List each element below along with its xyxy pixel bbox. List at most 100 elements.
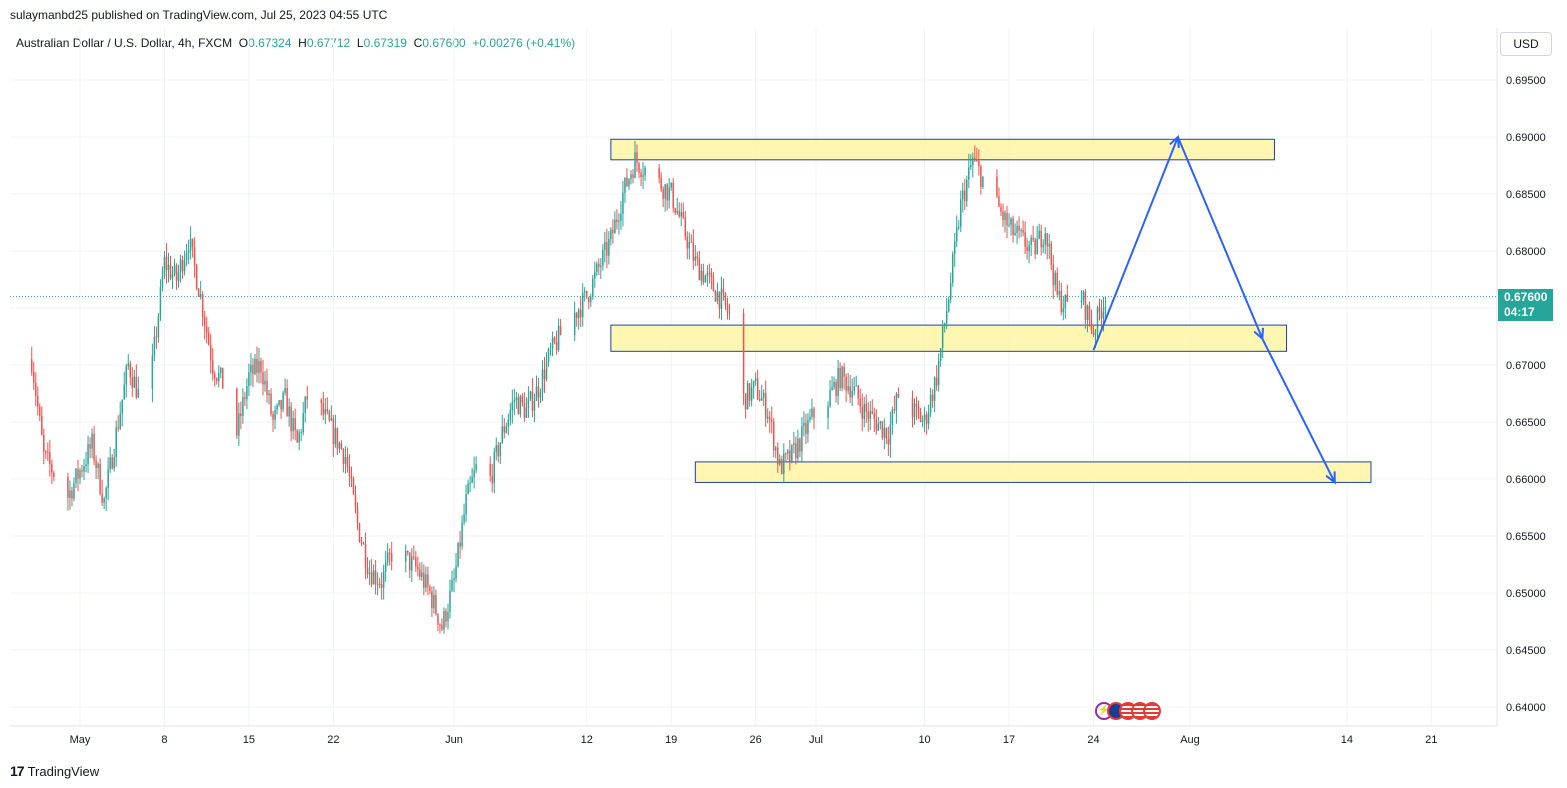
currency-button[interactable]: USD [1500, 32, 1552, 56]
candle [919, 407, 922, 423]
candle-body [348, 467, 351, 477]
candle-body [702, 270, 705, 283]
candle-body [459, 542, 461, 547]
candle-body [598, 263, 600, 267]
candle-body [887, 438, 890, 445]
candle [1000, 203, 1002, 216]
candle [958, 219, 960, 231]
candle [632, 169, 634, 184]
candle [847, 372, 849, 395]
candle [1028, 240, 1030, 264]
symbol-title[interactable]: Australian Dollar / U.S. Dollar, 4h, FXC… [16, 36, 233, 50]
projection-segment [1261, 338, 1336, 483]
candle [585, 290, 588, 300]
candle-body [236, 388, 238, 436]
candle-body [555, 341, 558, 351]
candle-body [670, 182, 672, 188]
candle [781, 455, 783, 475]
candle [527, 386, 530, 418]
candle [250, 353, 252, 386]
tradingview-logo[interactable]: 17 TradingView [10, 763, 99, 779]
candle [722, 278, 725, 301]
candle [503, 417, 506, 439]
candle-body [945, 311, 948, 324]
candle-body [537, 386, 540, 398]
candle-body [117, 427, 119, 429]
candle [517, 393, 520, 415]
candle [296, 428, 298, 443]
candle-body [39, 406, 41, 416]
candle [302, 401, 304, 436]
candle [1026, 238, 1028, 260]
candle [378, 577, 381, 589]
candle [766, 408, 769, 424]
high-value: 0.67712 [306, 36, 351, 50]
candle [596, 261, 598, 276]
candle-body [545, 362, 548, 380]
candle [507, 413, 510, 436]
candle [390, 541, 393, 571]
candle [945, 298, 948, 330]
candle-body [694, 256, 697, 261]
candle-body [966, 179, 968, 202]
candle [306, 385, 308, 409]
candle-body [125, 366, 127, 385]
economic-events[interactable]: ⚡ [1095, 702, 1161, 724]
time-tick-label: 15 [243, 734, 255, 746]
candle-body [588, 297, 590, 303]
candle-body [698, 258, 701, 281]
candle-body [867, 411, 870, 419]
candle [207, 327, 210, 346]
candle-body [690, 241, 693, 243]
candle-body [1050, 243, 1052, 266]
candle-body [557, 325, 560, 351]
ohlc-legend: Australian Dollar / U.S. Dollar, 4h, FXC… [16, 36, 575, 50]
candle [334, 414, 337, 448]
candle-body [1010, 218, 1012, 225]
candle-body [1028, 244, 1030, 252]
us-flag-icon[interactable] [1143, 702, 1161, 720]
candle [165, 243, 168, 284]
candle-body [742, 313, 745, 394]
candle [588, 296, 590, 310]
candle [286, 379, 288, 417]
candle [668, 178, 670, 209]
candle [982, 176, 984, 189]
candle [1046, 233, 1048, 260]
candle-body [356, 507, 359, 524]
candle-body [931, 394, 934, 402]
candle [606, 228, 608, 269]
candle-body [51, 464, 53, 473]
candle-body [841, 366, 843, 389]
candle-body [419, 569, 421, 577]
candle [1030, 234, 1032, 257]
candle-body [41, 415, 43, 435]
close-label: C [413, 36, 423, 50]
candle-body [718, 291, 721, 309]
candle [270, 388, 272, 417]
candle-body [1062, 308, 1065, 313]
candle-body [384, 562, 387, 572]
candle [1024, 221, 1026, 255]
candle-body [417, 566, 419, 570]
candle-body [215, 378, 218, 381]
candle-body [686, 236, 689, 249]
candle-body [692, 242, 695, 261]
candle [1060, 282, 1063, 316]
candle-body [1104, 306, 1107, 308]
candle [674, 207, 676, 215]
candle [883, 418, 886, 450]
candle [1034, 237, 1036, 260]
candle [754, 372, 757, 386]
candle [600, 258, 602, 279]
candle-body [503, 426, 506, 433]
candle-body [893, 409, 896, 411]
candle-body [435, 595, 437, 614]
candle-body [280, 400, 282, 410]
candle [931, 389, 934, 408]
candle [978, 149, 980, 176]
candle [529, 390, 532, 402]
candle [855, 375, 857, 387]
candle-body [332, 418, 335, 445]
